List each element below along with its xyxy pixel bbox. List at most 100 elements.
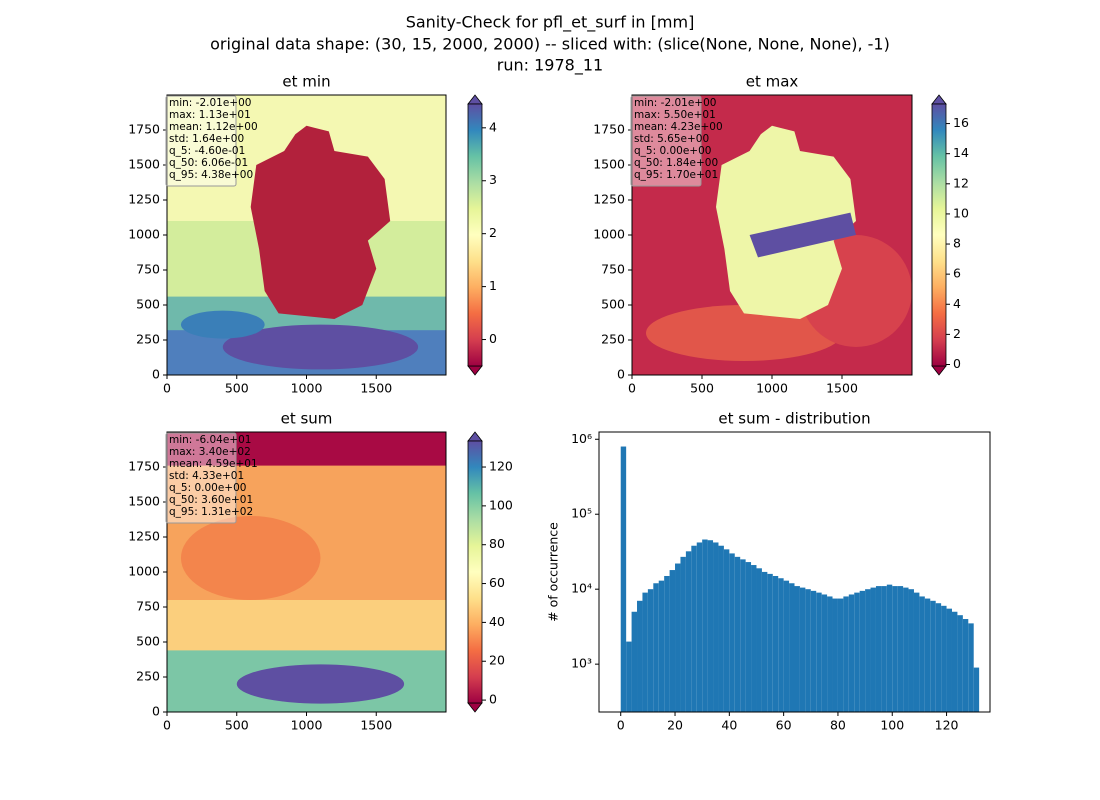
heatmap-region xyxy=(167,600,446,652)
colorbar-tick-label: 3 xyxy=(489,172,497,187)
histogram-bar xyxy=(908,589,914,712)
stats-line: q_95: 1.70e+01 xyxy=(634,169,718,181)
colorbar-extend xyxy=(931,365,947,376)
y-tick-label: 1000 xyxy=(128,564,160,579)
figure-title: Sanity-Check for pfl_et_surf in [mm] xyxy=(406,13,695,33)
histogram-bar xyxy=(962,619,969,712)
heatmap-region xyxy=(180,516,321,600)
figure-title: run: 1978_11 xyxy=(497,56,603,76)
histogram-bar xyxy=(664,575,670,712)
colorbar-tick-label: 2 xyxy=(953,326,961,341)
histogram-bar xyxy=(680,556,686,712)
histogram-bar xyxy=(854,592,860,712)
colorbar-tick-label: 2 xyxy=(489,225,497,240)
y-tick-label: 1750 xyxy=(128,459,160,474)
histogram-bar xyxy=(642,592,648,712)
colorbar-tick-label: 0 xyxy=(489,331,497,346)
stats-background xyxy=(630,95,702,187)
colorbar xyxy=(467,103,483,367)
histogram-bar xyxy=(718,545,724,712)
colorbar-tick-label: 40 xyxy=(489,614,505,629)
stats-line: min: -6.04e+01 xyxy=(169,434,251,446)
heatmap-image xyxy=(167,432,446,712)
x-tick-label: 80 xyxy=(830,718,846,733)
colorbar-tick-label: 0 xyxy=(489,692,497,707)
stats-line: q_5: 0.00e+00 xyxy=(169,482,246,494)
y-tick-label: 250 xyxy=(136,669,160,684)
y-tick-label: 1750 xyxy=(593,122,625,137)
histogram-bar xyxy=(783,580,790,712)
histogram-bar xyxy=(941,605,947,712)
histogram-bar xyxy=(816,592,822,712)
histogram-bar xyxy=(713,542,719,712)
y-tick-label: 0 xyxy=(617,367,625,382)
y-tick-label: 1500 xyxy=(128,494,160,509)
stats-line: q_50: 3.60e+01 xyxy=(169,494,253,506)
colorbar xyxy=(931,103,947,367)
histogram-bar xyxy=(685,551,692,712)
histogram-bar xyxy=(675,563,681,712)
colorbar-extend xyxy=(467,365,483,376)
panel-title: et sum - distribution xyxy=(718,410,870,428)
x-tick-label: 0 xyxy=(617,718,625,733)
histogram-bar xyxy=(696,542,703,712)
histogram-bar xyxy=(658,580,665,712)
histogram-bar xyxy=(968,623,974,712)
histogram-bar xyxy=(702,539,708,712)
y-axis-label: # of occurrence xyxy=(546,522,561,622)
histogram-bar xyxy=(729,553,735,712)
histogram-bar xyxy=(772,575,779,712)
stats-line: std: 5.65e+00 xyxy=(634,133,709,145)
x-tick-label: 1500 xyxy=(826,381,858,396)
histogram-bar xyxy=(881,586,887,712)
colorbar xyxy=(467,440,483,704)
stats-background xyxy=(165,95,237,187)
histogram-bar xyxy=(707,540,714,712)
histogram-bar xyxy=(691,545,697,712)
histogram-bar xyxy=(892,586,898,712)
histogram-bar xyxy=(924,598,931,712)
histogram-bar xyxy=(951,611,958,712)
colorbar-tick-label: 120 xyxy=(489,459,513,474)
stats-line: std: 4.33e+01 xyxy=(169,470,244,482)
stats-line: q_95: 1.31e+02 xyxy=(169,506,253,518)
colorbar-tick-label: 6 xyxy=(953,266,961,281)
histogram-bar xyxy=(631,611,638,712)
histogram-bar xyxy=(859,590,866,712)
histogram-bar xyxy=(957,615,963,712)
stats-line: max: 1.13e+01 xyxy=(169,109,251,121)
colorbar-tick-label: 10 xyxy=(953,205,969,220)
histogram-bar xyxy=(647,589,654,712)
stats-line: max: 5.50e+01 xyxy=(634,109,716,121)
x-tick-label: 0 xyxy=(628,381,636,396)
y-tick-label: 1000 xyxy=(128,227,160,242)
y-tick-label: 500 xyxy=(601,297,625,312)
figure-title: original data shape: (30, 15, 2000, 2000… xyxy=(210,35,890,54)
histogram-bar xyxy=(810,590,817,712)
stats-line: q_50: 1.84e+00 xyxy=(634,157,718,169)
y-tick-label: 1000 xyxy=(593,227,625,242)
heatmap-region xyxy=(180,310,265,339)
colorbar-tick-label: 0 xyxy=(953,356,961,371)
y-tick-label: 750 xyxy=(136,262,160,277)
histogram-bar xyxy=(794,586,800,712)
y-tick-label: 10⁶ xyxy=(571,431,592,446)
x-tick-label: 1000 xyxy=(291,718,323,733)
heatmap-image xyxy=(632,95,912,375)
stats-background xyxy=(165,432,237,524)
stats-line: mean: 1.12e+00 xyxy=(169,121,258,133)
stats-line: q_95: 4.38e+00 xyxy=(169,169,253,181)
histogram-bar xyxy=(827,596,833,712)
colorbar-tick-label: 16 xyxy=(953,115,969,130)
colorbar-tick-label: 60 xyxy=(489,575,505,590)
histogram-bar xyxy=(734,556,741,712)
colorbar-tick-label: 1 xyxy=(489,278,497,293)
histogram-bar xyxy=(832,598,838,712)
histogram-bar xyxy=(756,568,762,712)
colorbar-tick-label: 14 xyxy=(953,145,969,160)
stats-line: min: -2.01e+00 xyxy=(169,97,251,109)
y-tick-label: 250 xyxy=(601,332,625,347)
y-tick-label: 500 xyxy=(136,297,160,312)
y-tick-label: 1250 xyxy=(128,192,160,207)
